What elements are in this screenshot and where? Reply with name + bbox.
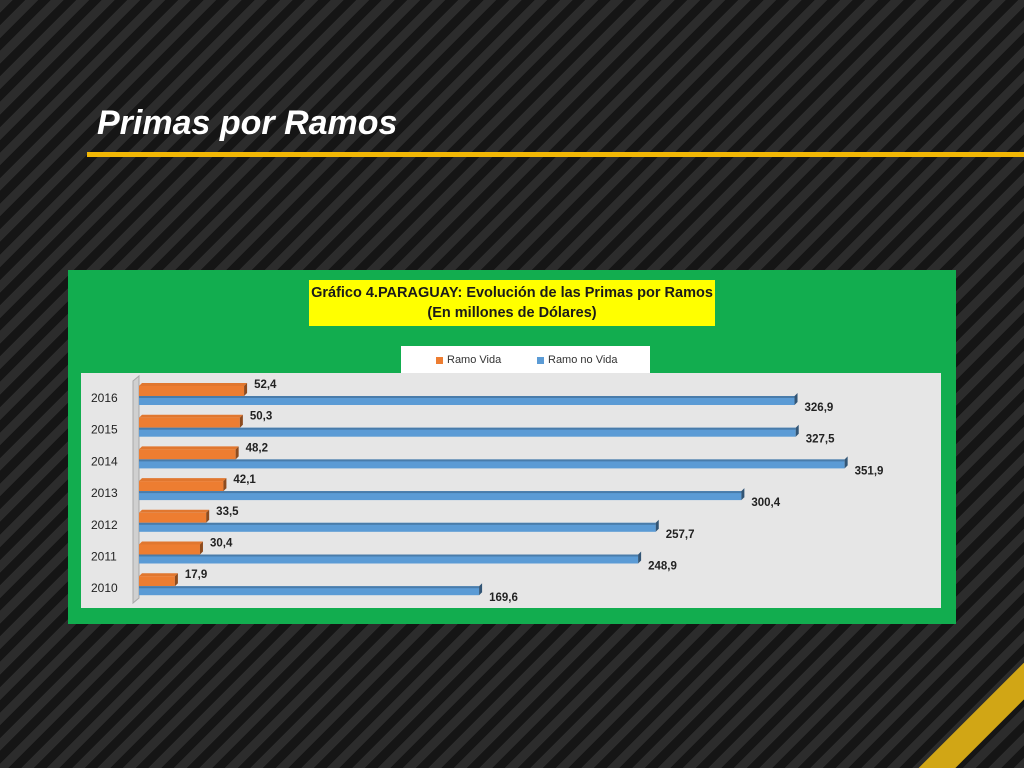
bar-ramo-vida — [139, 417, 240, 428]
bar-side-ramo-no-vida — [638, 551, 642, 564]
bar-side-ramo-no-vida — [655, 519, 659, 532]
bar-ramo-vida — [139, 576, 175, 587]
chart-title-box: Gráfico 4.PARAGUAY: Evolución de las Pri… — [309, 280, 715, 326]
bar-edge-ramo-no-vida — [139, 459, 845, 462]
data-label-ramo-no-vida: 326,9 — [805, 402, 834, 414]
corner-decoration — [904, 658, 1024, 768]
legend-label-ramo-vida: Ramo Vida — [447, 354, 502, 366]
bar-top-ramo-vida — [139, 541, 203, 545]
bar-ramo-no-vida — [139, 396, 795, 405]
data-label-ramo-vida: 33,5 — [216, 506, 239, 518]
chart-legend: Ramo Vida Ramo no Vida — [401, 346, 650, 373]
plot-area: 2016 52,4 326,9 2015 50,3 327,5 2014 48,2 351,9 2… — [81, 373, 941, 608]
data-label-ramo-no-vida: 248,9 — [648, 561, 677, 573]
bar-side-ramo-no-vida — [795, 424, 799, 437]
y-tick-label: 2011 — [91, 550, 117, 564]
chart-panel: Gráfico 4.PARAGUAY: Evolución de las Pri… — [68, 270, 956, 624]
bar-side-ramo-no-vida — [479, 583, 483, 596]
legend-label-ramo-no-vida: Ramo no Vida — [548, 354, 618, 366]
bar-side-ramo-no-vida — [844, 456, 848, 469]
data-label-ramo-no-vida: 327,5 — [806, 434, 835, 446]
data-label-ramo-vida: 52,4 — [254, 379, 277, 391]
data-label-ramo-no-vida: 300,4 — [751, 497, 780, 509]
y-tick-label: 2010 — [91, 581, 118, 595]
bar-top-ramo-vida — [139, 478, 227, 482]
data-label-ramo-vida: 17,9 — [185, 569, 207, 581]
bar-side-ramo-vida — [223, 478, 227, 492]
bar-top-ramo-vida — [139, 383, 248, 386]
bar-ramo-no-vida — [139, 554, 639, 564]
bar-edge-ramo-no-vida — [139, 491, 742, 494]
bar-ramo-no-vida — [139, 586, 480, 596]
y-tick-label: 2012 — [91, 518, 118, 532]
y-tick-label: 2013 — [91, 486, 118, 500]
bar-side-ramo-no-vida — [794, 393, 798, 405]
bar-ramo-no-vida — [139, 491, 742, 501]
bar-ramo-no-vida — [139, 459, 845, 469]
bar-side-ramo-vida — [199, 541, 203, 555]
legend-swatch-ramo-vida — [436, 356, 443, 364]
bar-top-ramo-vida — [139, 446, 239, 450]
axis-wall — [132, 374, 140, 605]
bar-side-ramo-vida — [174, 573, 178, 587]
data-label-ramo-vida: 48,2 — [246, 442, 268, 454]
data-label-ramo-vida: 42,1 — [233, 474, 256, 486]
bar-edge-ramo-no-vida — [139, 522, 656, 525]
bar-top-ramo-vida — [139, 573, 178, 577]
y-tick-label: 2015 — [91, 423, 118, 437]
bar-ramo-vida — [139, 512, 207, 523]
title-underline — [87, 152, 1024, 157]
bar-side-ramo-vida — [239, 414, 243, 428]
bar-ramo-no-vida — [139, 522, 656, 532]
slide-title: Primas por Ramos — [97, 104, 398, 142]
bar-ramo-vida — [139, 449, 236, 460]
data-label-ramo-no-vida: 169,6 — [489, 592, 518, 604]
bar-side-ramo-vida — [244, 383, 248, 396]
chart-subtitle: (En millones de Dólares) — [427, 305, 597, 321]
bar-chart: 2016 52,4 326,9 2015 50,3 327,5 2014 48,2 351,9 2… — [91, 374, 884, 605]
bar-edge-ramo-no-vida — [139, 586, 480, 589]
data-label-ramo-vida: 50,3 — [250, 411, 272, 423]
data-label-ramo-no-vida: 257,7 — [666, 529, 695, 541]
y-tick-label: 2016 — [91, 391, 118, 405]
bar-edge-ramo-no-vida — [139, 554, 639, 557]
chart-title: Gráfico 4.PARAGUAY: Evolución de las Pri… — [311, 285, 713, 301]
bar-ramo-vida — [139, 544, 200, 555]
bar-edge-ramo-no-vida — [139, 427, 796, 430]
legend-item-ramo-vida: Ramo Vida — [436, 354, 501, 366]
bar-ramo-no-vida — [139, 427, 796, 437]
data-label-ramo-vida: 30,4 — [210, 538, 233, 550]
legend-item-ramo-no-vida: Ramo no Vida — [537, 354, 618, 366]
bar-ramo-vida — [139, 481, 224, 492]
bar-side-ramo-no-vida — [741, 488, 745, 501]
bar-ramo-vida — [139, 386, 245, 396]
legend-swatch-ramo-no-vida — [537, 356, 544, 364]
y-tick-label: 2014 — [91, 454, 118, 468]
bar-top-ramo-vida — [139, 509, 210, 513]
bar-side-ramo-vida — [206, 509, 210, 523]
bar-top-ramo-vida — [139, 414, 243, 418]
bar-side-ramo-vida — [235, 446, 239, 460]
bar-edge-ramo-no-vida — [139, 396, 795, 398]
data-label-ramo-no-vida: 351,9 — [855, 465, 884, 477]
